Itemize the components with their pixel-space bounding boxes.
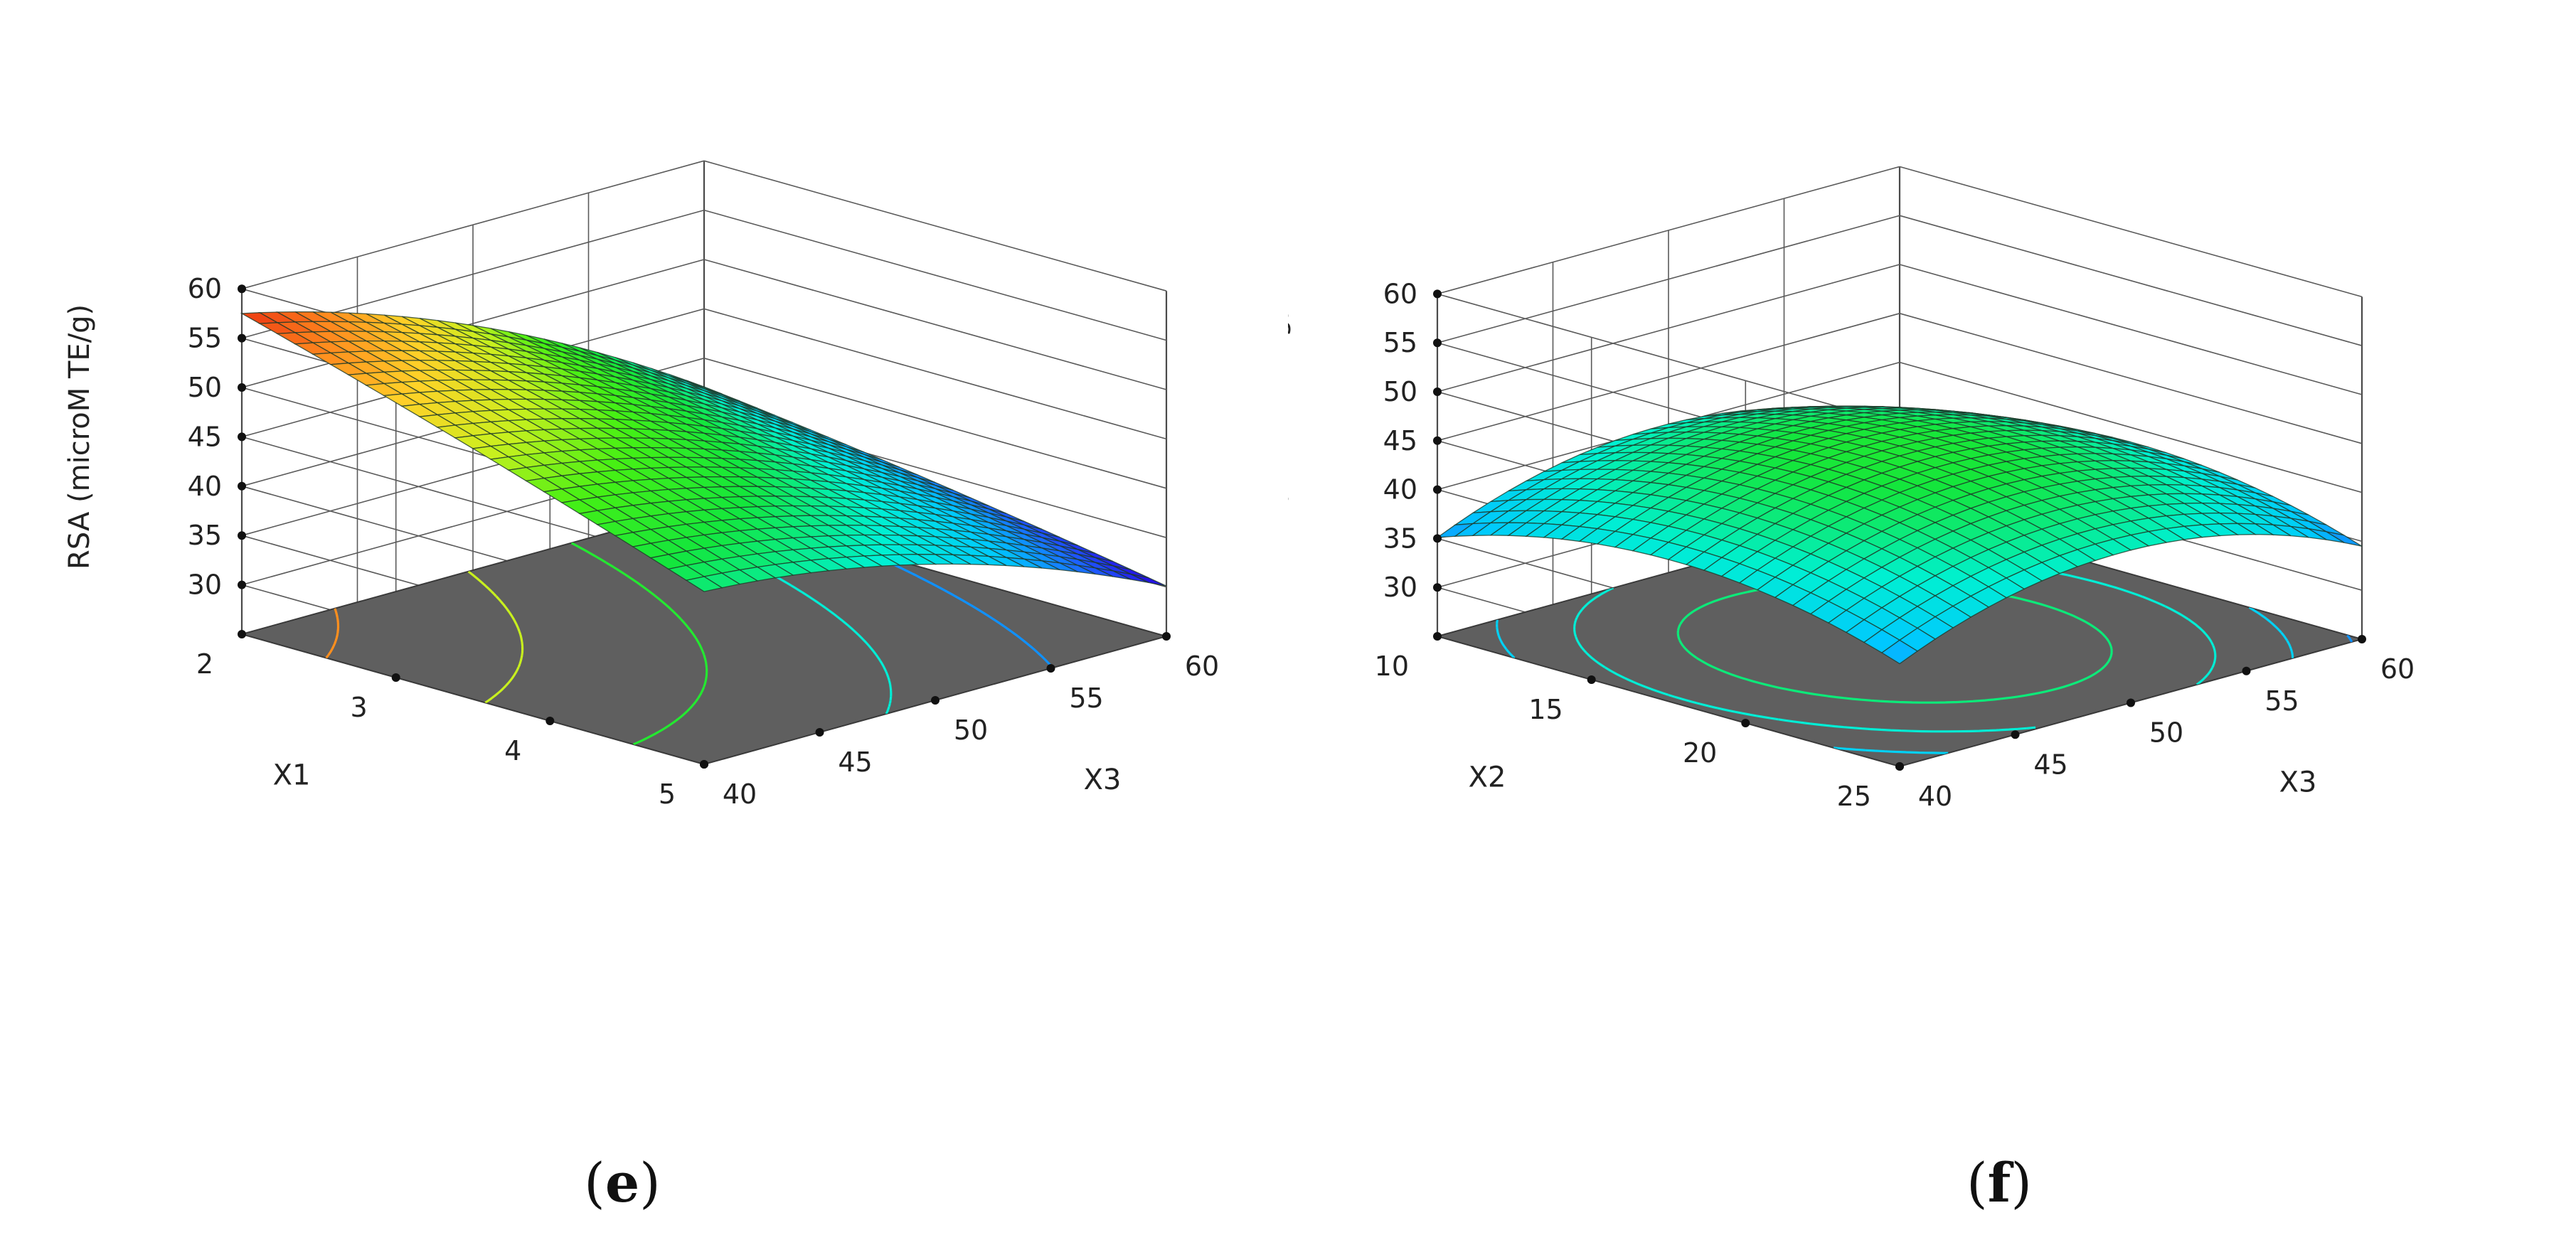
grid-z-right-45 bbox=[1899, 313, 2363, 444]
x-axis-title: X2 bbox=[1469, 761, 1506, 794]
grid-z-right-40 bbox=[703, 358, 1167, 489]
y-axis-title: X3 bbox=[2279, 766, 2317, 799]
y-tick-dot-4 bbox=[1162, 632, 1171, 641]
z-tick-label-5: 55 bbox=[188, 323, 222, 354]
y-tick-dot-4 bbox=[2358, 635, 2366, 643]
x-tick-label-0: 10 bbox=[1375, 651, 1409, 682]
contour-line-4 bbox=[467, 570, 524, 704]
z-tick-label-0: 30 bbox=[188, 569, 222, 601]
z-tick-label-3: 45 bbox=[188, 421, 222, 452]
y-tick-dot-1 bbox=[815, 728, 824, 737]
surface-patch bbox=[1880, 639, 1919, 665]
z-tick-label-6: 60 bbox=[1383, 278, 1417, 309]
contour-line-5 bbox=[325, 608, 340, 659]
grid-z-right-50 bbox=[1899, 264, 2363, 395]
y-tick-label-2: 50 bbox=[2149, 717, 2183, 749]
y-tick-dot-0 bbox=[1895, 762, 1904, 771]
grid-z-right-60 bbox=[703, 160, 1167, 291]
y-tick-dot-2 bbox=[931, 696, 940, 705]
z-tick-dot-5 bbox=[1433, 338, 1442, 348]
grid-z-right-60 bbox=[1899, 166, 2363, 298]
z-tick-label-4: 50 bbox=[188, 372, 222, 403]
grid-z-right-45 bbox=[703, 308, 1167, 440]
z-tick-dot-1 bbox=[1433, 534, 1442, 543]
panel-caption-letter-e: e bbox=[605, 1151, 639, 1214]
x-tick-label-3: 25 bbox=[1837, 781, 1871, 812]
y-tick-label-0: 40 bbox=[1918, 781, 1952, 812]
response-surface-e bbox=[240, 311, 1167, 592]
y-tick-label-3: 55 bbox=[1069, 683, 1103, 714]
y-tick-dot-3 bbox=[2242, 666, 2251, 675]
z-tick-dot-2 bbox=[1433, 485, 1442, 494]
panel-caption-letter-f: f bbox=[1988, 1151, 2014, 1214]
contour-line-3 bbox=[570, 542, 708, 746]
y-tick-dot-3 bbox=[1046, 664, 1055, 673]
z-tick-label-1: 35 bbox=[1383, 523, 1417, 554]
z-tick-dot-6 bbox=[238, 284, 246, 294]
z-axis-title: RSA (microM TE/g) bbox=[63, 304, 96, 569]
z-tick-label-3: 45 bbox=[1383, 425, 1417, 456]
y-tick-label-1: 45 bbox=[838, 747, 872, 778]
y-tick-label-3: 55 bbox=[2264, 685, 2299, 717]
z-tick-label-0: 30 bbox=[1383, 572, 1417, 603]
x-tick-dot-0 bbox=[1433, 632, 1442, 641]
z-tick-label-2: 40 bbox=[188, 471, 222, 502]
panel-caption-f: (f) bbox=[1966, 1151, 2032, 1214]
y-axis-title: X3 bbox=[1084, 764, 1122, 796]
y-tick-label-2: 50 bbox=[954, 715, 988, 746]
z-tick-dot-2 bbox=[238, 481, 246, 491]
axes-f: 30 35 40 45 50 55 60 RSA (microM TE/g) 10 15 20 25 X… bbox=[1288, 278, 2415, 812]
chart-panel-f: 30 35 40 45 50 55 60 RSA (microM TE/g) 10 15 20 25 X… bbox=[1288, 0, 2576, 1257]
z-axis-title: RSA (microM TE/g) bbox=[1288, 308, 1292, 573]
y-tick-dot-0 bbox=[700, 760, 708, 769]
z-tick-label-4: 50 bbox=[1383, 376, 1417, 407]
grid-z-right-50 bbox=[703, 259, 1167, 390]
z-tick-dot-0 bbox=[238, 580, 246, 589]
x-tick-label-0: 2 bbox=[196, 648, 213, 680]
x-tick-label-1: 15 bbox=[1528, 694, 1563, 725]
y-tick-dot-2 bbox=[2127, 698, 2135, 707]
x-tick-dot-1 bbox=[1587, 675, 1596, 684]
x-tick-label-1: 3 bbox=[351, 692, 368, 723]
z-tick-dot-5 bbox=[238, 333, 246, 343]
y-tick-label-1: 45 bbox=[2033, 749, 2067, 780]
y-tick-dot-1 bbox=[2011, 730, 2020, 739]
z-tick-dot-3 bbox=[1433, 436, 1442, 445]
z-tick-label-1: 35 bbox=[188, 520, 222, 551]
y-tick-label-4: 60 bbox=[2380, 653, 2415, 685]
z-tick-dot-4 bbox=[238, 383, 246, 392]
z-tick-dot-4 bbox=[1433, 387, 1442, 396]
x-tick-dot-2 bbox=[545, 717, 555, 725]
x-tick-dot-1 bbox=[391, 673, 400, 682]
chart-panel-e: 30 35 40 45 50 55 60 RSA (microM TE/g) 2 3 4 5 X1 40 4… bbox=[63, 160, 1219, 1214]
x-tick-dot-0 bbox=[238, 630, 246, 638]
grid-z-right-40 bbox=[1899, 361, 2363, 493]
z-tick-dot-0 bbox=[1433, 583, 1442, 592]
grid-z-right-55 bbox=[1899, 215, 2363, 346]
response-surface-f bbox=[1435, 405, 2363, 665]
x-tick-label-2: 20 bbox=[1683, 737, 1717, 769]
back-walls-e bbox=[240, 160, 1168, 764]
z-tick-label-6: 60 bbox=[188, 273, 222, 304]
y-tick-label-0: 40 bbox=[723, 779, 757, 810]
y-tick-label-4: 60 bbox=[1185, 651, 1219, 682]
z-tick-label-2: 40 bbox=[1383, 474, 1417, 506]
z-tick-dot-1 bbox=[238, 531, 246, 540]
panel-caption-e: (e) bbox=[584, 1151, 661, 1214]
z-tick-dot-3 bbox=[238, 432, 246, 442]
surface-patch bbox=[685, 576, 723, 592]
x-tick-label-3: 5 bbox=[659, 779, 676, 810]
z-tick-dot-6 bbox=[1433, 289, 1442, 299]
z-tick-label-5: 55 bbox=[1383, 327, 1417, 358]
x-tick-label-2: 4 bbox=[504, 735, 521, 766]
grid-z-right-55 bbox=[703, 209, 1167, 341]
surface-plot-f: 30 35 40 45 50 55 60 RSA (microM TE/g) 10 15 20 25 X… bbox=[1288, 166, 2415, 1214]
x-tick-dot-2 bbox=[1741, 719, 1750, 727]
x-axis-title: X1 bbox=[273, 759, 311, 792]
